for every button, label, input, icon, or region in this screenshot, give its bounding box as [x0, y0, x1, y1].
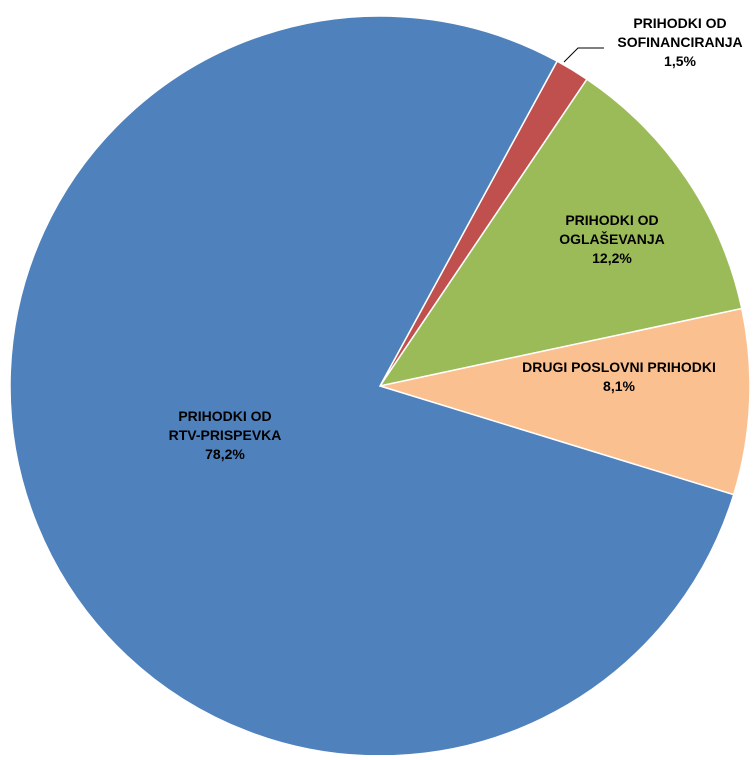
leader-line: [563, 47, 604, 63]
data-label-text: OGLAŠEVANJA: [559, 230, 665, 247]
pie-slice-2: [378, 78, 743, 388]
data-label-3: DRUGI POSLOVNI PRIHODKI 8,1%: [522, 359, 716, 394]
data-label-1: PRIHODKI OD SOFINANCIRANJA 1,5%: [617, 15, 742, 69]
data-label-text: PRIHODKI OD: [178, 408, 271, 424]
data-label-percent: 12,2%: [592, 250, 632, 266]
data-label-text: PRIHODKI OD: [633, 15, 726, 31]
pie-slice-0: [9, 15, 735, 757]
data-label-0: PRIHODKI OD RTV-PRISPEVKA 78,2%: [169, 408, 282, 462]
data-label-text: RTV-PRISPEVKA: [169, 427, 282, 443]
data-label-text: DRUGI POSLOVNI PRIHODKI: [522, 359, 716, 375]
data-label-text: PRIHODKI OD: [565, 212, 658, 228]
data-label-percent: 78,2%: [205, 446, 245, 462]
data-label-percent: 1,5%: [664, 53, 696, 69]
pie-slices: [9, 15, 751, 757]
data-label-2: PRIHODKI OD OGLAŠEVANJA 12,2%: [559, 212, 665, 266]
data-label-text: SOFINANCIRANJA: [617, 34, 742, 50]
pie-slice-3: [377, 307, 751, 496]
data-label-percent: 8,1%: [603, 378, 635, 394]
